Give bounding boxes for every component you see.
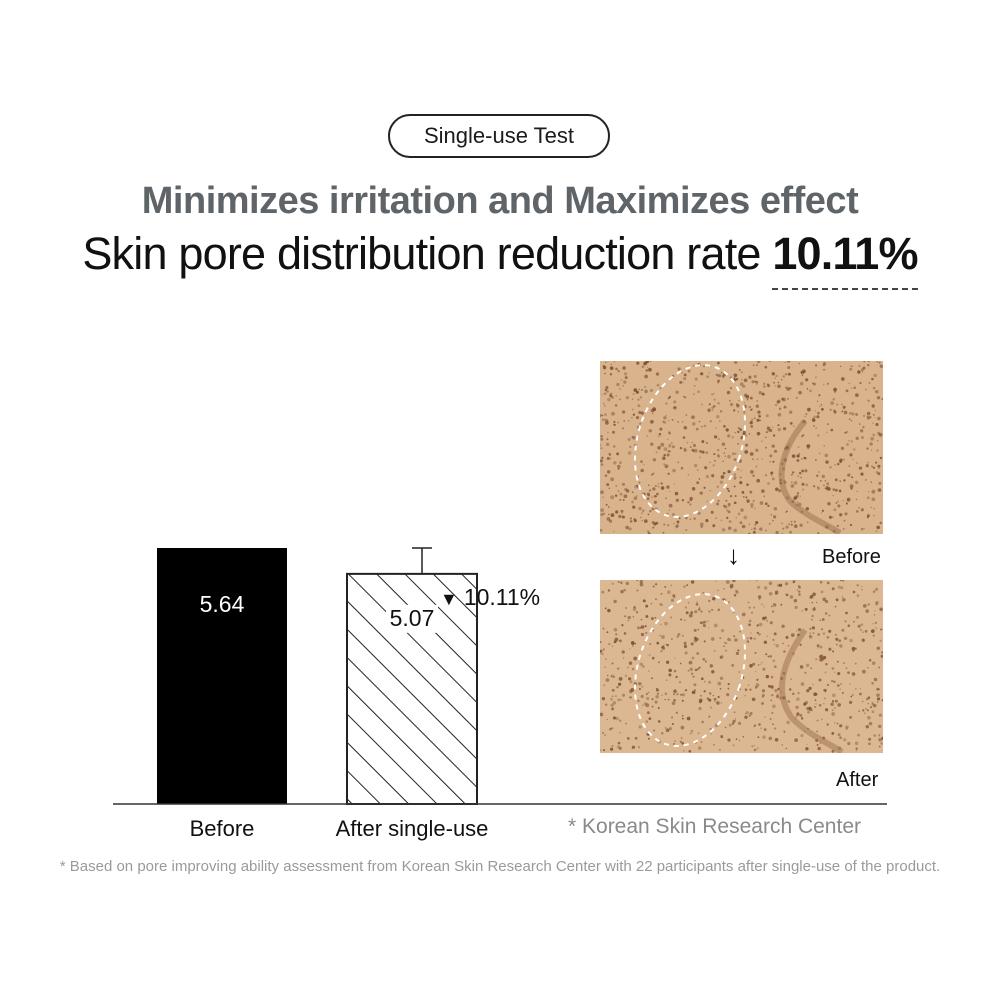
- after-skin-image: [600, 580, 883, 753]
- before-photo-label: Before: [822, 546, 881, 568]
- source-note: * Korean Skin Research Center: [568, 815, 861, 838]
- headline-rate: 10.11%: [772, 228, 918, 290]
- test-type-badge: Single-use Test: [388, 114, 610, 158]
- after-skin-photo: [600, 580, 883, 753]
- reduction-value: 10.11%: [463, 584, 541, 610]
- x-tick-label: After single-use: [336, 816, 489, 841]
- bar-value-backing: [386, 604, 438, 633]
- after-photo-label: After: [836, 769, 879, 791]
- x-tick-label: Before: [190, 816, 255, 841]
- reduction-annotation: ▼ 10.11%: [440, 584, 540, 611]
- bar-before: [157, 548, 287, 804]
- footnote: * Based on pore improving ability assess…: [59, 858, 941, 875]
- badge-label: Single-use Test: [423, 123, 574, 148]
- down-triangle-icon: ▼: [440, 589, 458, 609]
- bar-value-label: 5.64: [200, 591, 245, 617]
- headline-text: Skin pore distribution reduction rate: [82, 228, 761, 279]
- before-skin-image: [600, 361, 883, 534]
- headline: Skin pore distribution reduction rate 10…: [0, 228, 1000, 290]
- arrow-down-icon: ↓: [727, 540, 740, 570]
- subtitle: Minimizes irritation and Maximizes effec…: [141, 180, 859, 222]
- bar-value-label: 5.07: [390, 605, 435, 631]
- before-skin-photo: [600, 361, 883, 534]
